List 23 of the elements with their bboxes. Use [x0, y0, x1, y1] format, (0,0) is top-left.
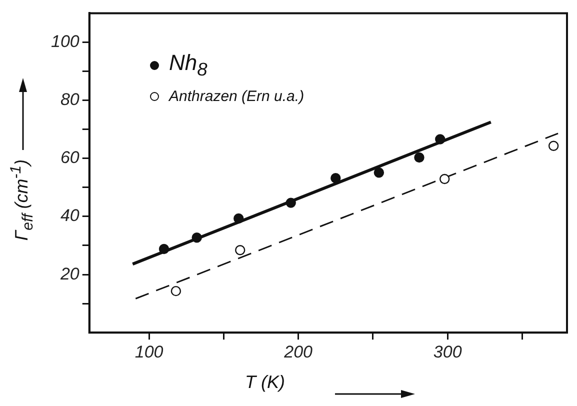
legend-label: Anthrazen (Ern u.a.) [169, 88, 304, 106]
point [548, 140, 559, 151]
point [170, 286, 182, 296]
point [286, 198, 296, 208]
point [158, 244, 170, 254]
y-tick-label: 100 [50, 32, 80, 51]
point [330, 173, 341, 184]
y-tick-label: 80 [60, 90, 80, 110]
point [192, 232, 202, 243]
point [234, 213, 244, 224]
point [435, 134, 446, 144]
point [414, 152, 424, 163]
legend-label: Nh$_{8}$ [169, 50, 208, 80]
y-tick-label: 60 [60, 148, 80, 168]
point [235, 245, 246, 256]
point [440, 174, 450, 184]
y-tick-label: 40 [60, 206, 80, 226]
x-axis-title: T (K) [245, 372, 285, 393]
y-tick-label: 20 [59, 264, 80, 284]
x-tick-label: 100 [134, 342, 164, 362]
point [374, 168, 384, 178]
x-tick-label: 200 [283, 342, 314, 362]
x-tick-label: 300 [433, 342, 462, 362]
